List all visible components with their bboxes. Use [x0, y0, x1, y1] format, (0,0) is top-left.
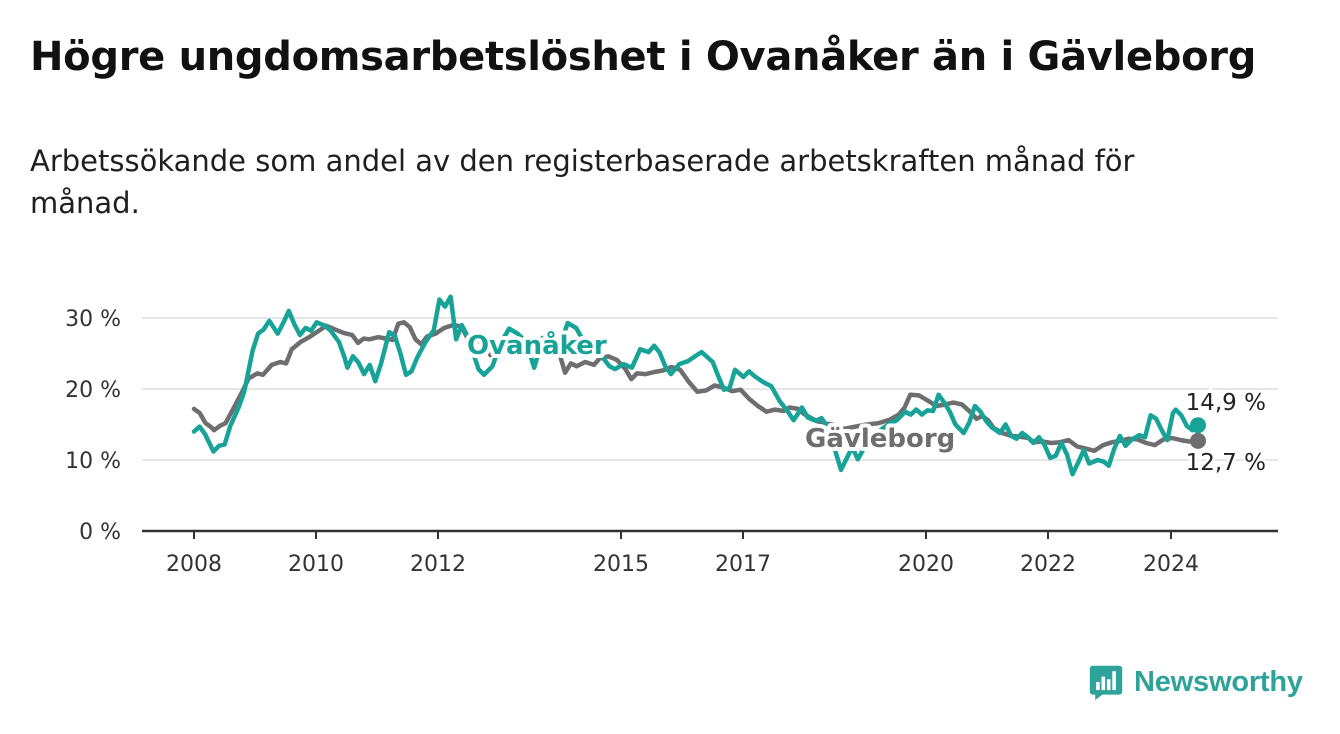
y-tick-label: 20 % [65, 378, 121, 403]
chart-title: Högre ungdomsarbetslöshet i Ovanåker än … [30, 34, 1257, 80]
x-tick-label: 2012 [410, 552, 466, 577]
y-tick-label: 0 % [79, 520, 121, 545]
series-end-marker [1190, 432, 1206, 449]
series-line-gavleborg [191, 320, 1201, 454]
x-tick-label: 2008 [166, 552, 222, 577]
series-label-ovanaker: Ovanåker [467, 329, 607, 361]
bar-chart-logo-icon [1089, 665, 1123, 700]
end-label-ovanaker: 14,9 % [1186, 390, 1266, 416]
series-label-gavleborg: Gävleborg [805, 424, 955, 454]
end-label-gavleborg: 12,7 % [1186, 450, 1266, 476]
series-line-ovanaker [191, 294, 1201, 477]
x-tick-label: 2010 [288, 552, 344, 577]
y-tick-label: 30 % [65, 307, 121, 332]
x-tick-label: 2024 [1143, 552, 1199, 577]
newsworthy-logo: Newsworthy [1088, 660, 1303, 704]
x-tick-label: 2022 [1020, 552, 1076, 577]
x-tick-label: 2017 [715, 552, 771, 577]
brand-name: Newsworthy [1134, 665, 1303, 698]
x-tick-label: 2020 [898, 552, 954, 577]
x-tick-label: 2015 [593, 552, 649, 577]
chart-subtitle: Arbetssökande som andel av den registerb… [30, 144, 1135, 220]
y-tick-label: 10 % [65, 449, 121, 474]
series-end-marker [1190, 417, 1206, 434]
